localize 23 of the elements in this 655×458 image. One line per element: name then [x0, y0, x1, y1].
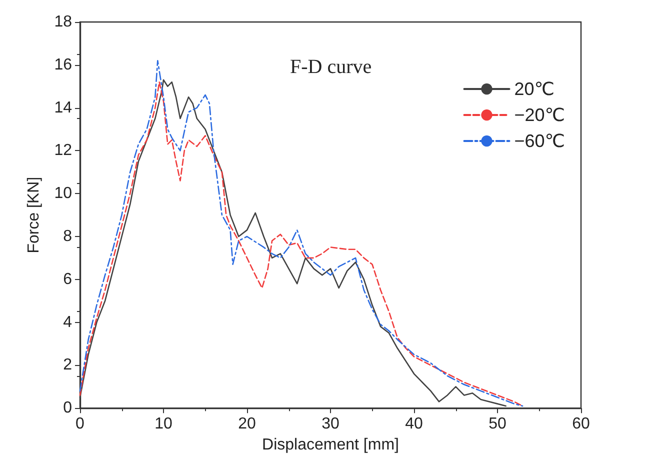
y-tick-label: 4 — [63, 314, 72, 331]
y-tick-label: 2 — [63, 356, 72, 374]
legend-label: −60℃ — [514, 131, 565, 151]
y-tick-label: 10 — [54, 185, 72, 202]
text: F-D curve — [290, 56, 372, 78]
y-tick-label: 0 — [63, 400, 72, 417]
y-tick-label: 16 — [54, 56, 72, 74]
y-tick-label: 8 — [63, 228, 72, 245]
x-tick-label: 60 — [572, 416, 590, 433]
y-tick-label: 18 — [54, 14, 72, 30]
x-tick-label: 50 — [488, 416, 506, 433]
legend-label: −20℃ — [514, 105, 565, 125]
y-tick-label: 6 — [63, 270, 72, 288]
x-tick-label: 30 — [322, 416, 340, 433]
legend-label: 20℃ — [514, 79, 554, 99]
x-tick-label: 40 — [405, 416, 423, 433]
y-tick-label: 14 — [54, 99, 72, 116]
y-tick-label: 12 — [54, 142, 72, 160]
y-axis-title: Force [KN] — [26, 176, 42, 254]
x-axis-title: Displacement [mm] — [262, 436, 399, 454]
x-tick-label: 10 — [154, 416, 172, 433]
x-tick-label: 0 — [76, 416, 85, 433]
x-tick-label: 20 — [238, 416, 256, 433]
